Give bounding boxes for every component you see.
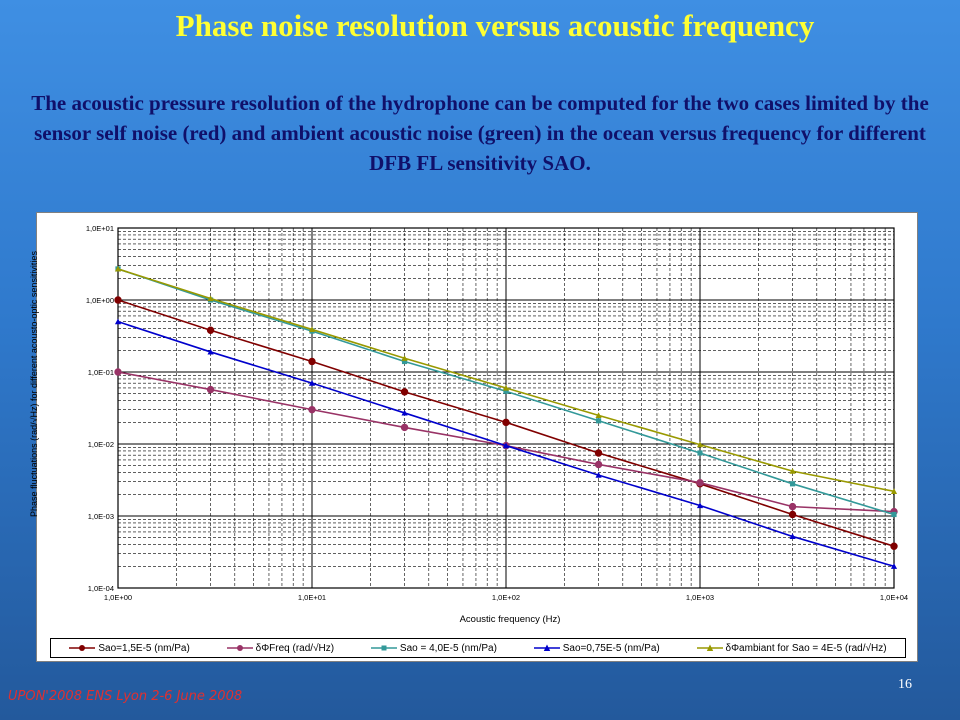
data-point xyxy=(696,441,704,448)
data-point xyxy=(697,450,703,456)
data-point xyxy=(401,355,408,361)
plot-border xyxy=(117,227,895,589)
data-point xyxy=(789,481,796,487)
y-tick-label: 1,0E-03 xyxy=(88,512,114,521)
legend-label: Sao=1,5E-5 (nm/Pa) xyxy=(98,642,190,654)
data-point xyxy=(114,296,122,304)
data-point xyxy=(789,533,796,540)
data-point xyxy=(594,460,603,469)
data-point xyxy=(890,563,898,569)
x-tick-label: 1,0E+04 xyxy=(880,593,908,602)
legend-swatch xyxy=(226,645,253,651)
data-point xyxy=(114,318,122,325)
legend-item: Sao = 4,0E-5 (nm/Pa) xyxy=(370,642,497,654)
x-tick-label: 1,0E+01 xyxy=(298,593,326,602)
x-axis-label: Acoustic frequency (Hz) xyxy=(459,614,561,625)
data-point xyxy=(206,385,215,394)
page-number: 16 xyxy=(898,677,912,692)
legend-item: Sao=1,5E-5 (nm/Pa) xyxy=(69,642,190,654)
data-point xyxy=(114,265,122,272)
legend-label: Sao = 4,0E-5 (nm/Pa) xyxy=(399,642,497,654)
data-point xyxy=(503,388,509,394)
x-tick-label: 1,0E+03 xyxy=(686,593,714,602)
data-point xyxy=(595,418,602,424)
chart-legend: Sao=1,5E-5 (nm/Pa) δΦFreq (rad/√Hz) Sao = … xyxy=(50,638,906,658)
data-point xyxy=(788,510,797,519)
footer-text: UPON'2008 ENS Lyon 2-6 June 2008 xyxy=(8,689,243,704)
y-axis-label: Phase fluctuations (rad/√Hz) for differe… xyxy=(29,251,39,517)
y-tick-label: 1,0E-04 xyxy=(88,584,114,593)
data-point xyxy=(891,511,897,518)
data-point xyxy=(890,488,898,494)
data-point xyxy=(502,384,510,391)
data-point xyxy=(308,380,316,386)
legend-label: δΦFreq (rad/√Hz) xyxy=(255,642,335,654)
data-point xyxy=(595,471,602,478)
data-point xyxy=(890,542,898,550)
data-point xyxy=(308,326,316,333)
data-point xyxy=(594,449,603,457)
y-tick-label: 1,0E+00 xyxy=(86,296,114,305)
data-point xyxy=(308,357,316,366)
legend-label: δΦambiant for Sao = 4E-5 (rad/√Hz) xyxy=(725,642,887,654)
data-point xyxy=(400,423,409,432)
data-point xyxy=(401,358,408,365)
data-point xyxy=(207,348,214,355)
data-point xyxy=(401,409,408,416)
data-point xyxy=(595,412,602,418)
data-point xyxy=(114,368,122,376)
data-point xyxy=(502,418,510,427)
data-point xyxy=(788,502,797,511)
y-tick-label: 1,0E+01 xyxy=(86,224,114,233)
x-tick-label: 1,0E+00 xyxy=(104,593,132,602)
legend-label: Sao=0,75E-5 (nm/Pa) xyxy=(562,642,660,654)
y-tick-label: 1,0E-02 xyxy=(88,440,114,449)
x-tick-label: 1,0E+02 xyxy=(492,593,520,602)
legend-item: Sao=0,75E-5 (nm/Pa) xyxy=(533,642,660,654)
legend-swatch xyxy=(69,645,96,651)
data-point xyxy=(789,468,796,474)
data-point xyxy=(400,388,409,396)
slide-description: The acoustic pressure resolution of the … xyxy=(31,91,929,175)
data-point xyxy=(696,502,704,509)
slide-title: Phase noise resolution versus acoustic f… xyxy=(175,8,815,43)
y-tick-label: 1,0E-01 xyxy=(88,368,114,377)
data-point xyxy=(206,326,215,334)
data-point xyxy=(696,479,704,487)
legend-swatch xyxy=(696,644,723,651)
legend-swatch xyxy=(370,645,397,651)
data-point xyxy=(207,295,214,302)
data-point xyxy=(308,405,316,414)
data-point xyxy=(502,442,510,449)
legend-item: δΦFreq (rad/√Hz) xyxy=(226,642,335,654)
legend-swatch xyxy=(533,644,560,651)
legend-item: δΦambiant for Sao = 4E-5 (rad/√Hz) xyxy=(696,642,887,654)
